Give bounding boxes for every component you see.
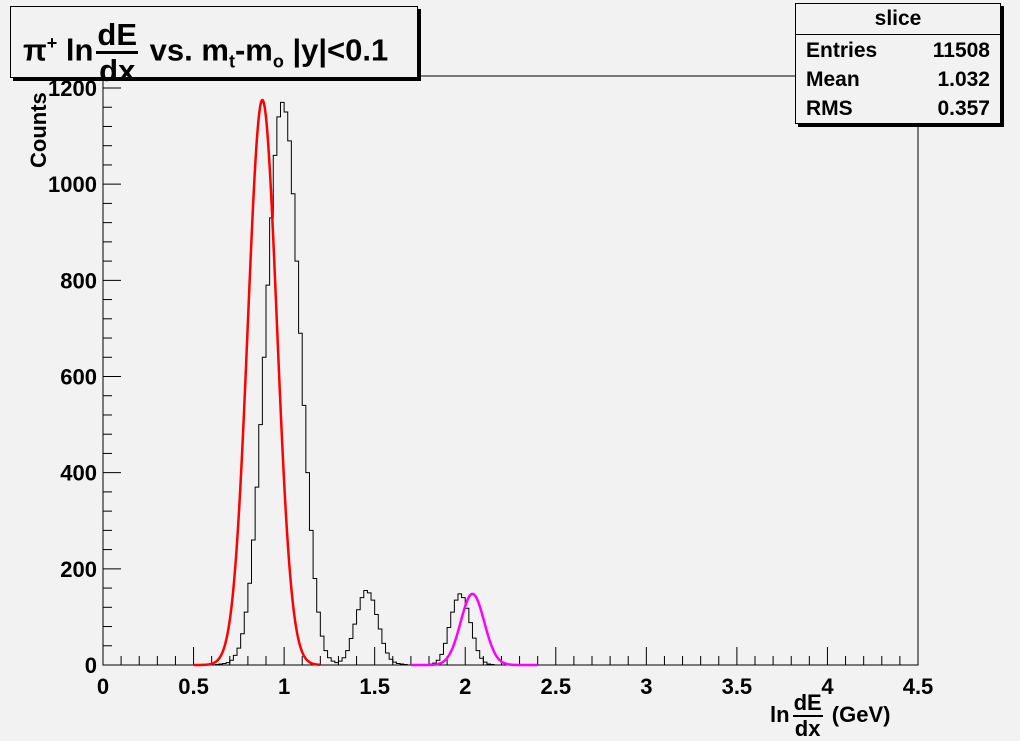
y-tick-label: 1000 [48, 172, 97, 197]
stats-value: 1.032 [937, 68, 990, 91]
x-tick-label: 0 [97, 674, 109, 699]
title-frac-num: dE [96, 16, 139, 54]
stats-key: Entries [806, 39, 878, 62]
x-tick-label: 1 [278, 674, 290, 699]
fit-curve-third [410, 592, 538, 667]
x-tick-label: 3.5 [722, 674, 753, 699]
title-ln: ln [57, 32, 94, 68]
fit-curve-pion [193, 98, 321, 667]
title-tail: |y|<0.1 [283, 32, 389, 68]
title-text: π+ ln dE dx vs. mt-mo |y|<0.1 [23, 17, 388, 88]
title-fraction: dE dx [96, 16, 139, 88]
stats-box: slice Entries 11508 Mean 1.032 RMS 0.357 [795, 3, 1001, 124]
x-tick-label: 1.5 [359, 674, 390, 699]
x-tick-label: 4.5 [903, 674, 934, 699]
x-tick-label: 2 [459, 674, 471, 699]
title-vs: vs. m [141, 32, 229, 68]
title-plus: + [46, 33, 58, 53]
y-tick-label: 800 [60, 268, 97, 293]
y-axis-label: Counts [26, 92, 51, 168]
y-tick-label: 0 [85, 653, 97, 678]
stats-key: Mean [806, 68, 860, 91]
x-tick-label: 0.5 [178, 674, 209, 699]
plot-frame [102, 75, 919, 666]
stats-row-entries: Entries 11508 [806, 36, 990, 66]
title-sub-t: t [228, 51, 235, 72]
x-label-unit: (GeV) [825, 702, 891, 727]
x-label-frac-num: dE [792, 690, 823, 718]
title-pi: π [23, 32, 47, 68]
title-box: π+ ln dE dx vs. mt-mo |y|<0.1 [10, 6, 418, 86]
x-tick-label: 3 [640, 674, 652, 699]
x-axis-label: ln dE dx (GeV) [770, 690, 890, 740]
title-sub-o: o [272, 51, 284, 72]
y-tick-label: 200 [60, 557, 97, 582]
title-dash: -m [234, 32, 273, 68]
y-tick-label: 1200 [48, 76, 97, 101]
stats-row-mean: Mean 1.032 [806, 65, 990, 95]
y-tick-label: 600 [60, 365, 97, 390]
x-tick-label: 2.5 [540, 674, 571, 699]
stats-value: 11508 [932, 39, 990, 62]
stats-key: RMS [806, 97, 853, 120]
x-label-fraction: dE dx [792, 690, 823, 741]
x-label-frac-den: dx [794, 716, 821, 741]
histogram-line [193, 101, 918, 666]
stats-value: 0.357 [937, 97, 990, 120]
title-frac-den: dx [99, 52, 136, 88]
stats-row-rms: RMS 0.357 [806, 94, 990, 124]
stats-title: slice [796, 4, 1000, 35]
y-tick-label: 400 [60, 461, 97, 486]
x-tick-label: 4 [821, 674, 834, 699]
x-label-ln: ln [770, 702, 790, 727]
